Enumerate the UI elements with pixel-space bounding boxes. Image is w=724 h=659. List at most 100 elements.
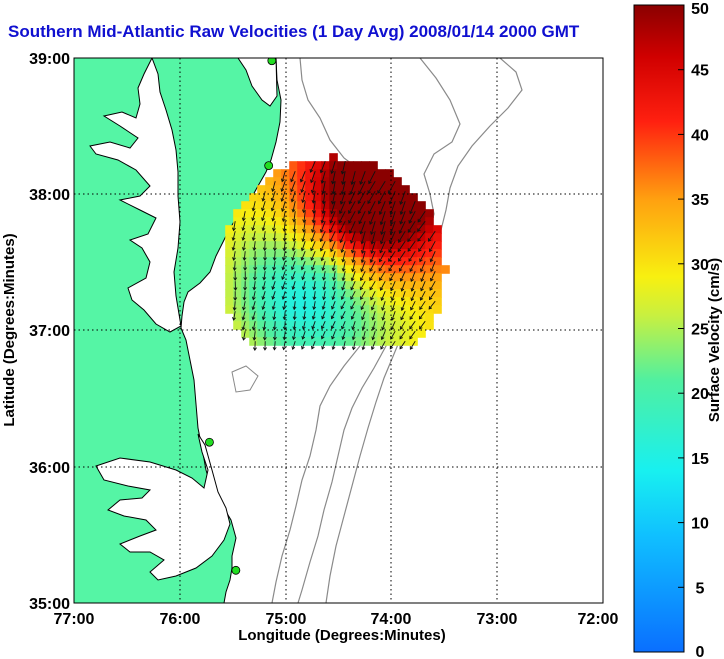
velocity-arrow — [399, 340, 406, 350]
velocity-arrow-head — [300, 247, 305, 252]
velocity-arrow — [234, 261, 236, 271]
velocity-arrow-head — [311, 325, 316, 330]
velocity-cell — [329, 273, 338, 282]
velocity-arrow-head — [359, 180, 364, 185]
velocity-cell — [305, 161, 314, 170]
velocity-arrow-head — [321, 210, 326, 215]
velocity-arrow — [388, 260, 396, 271]
velocity-arrow-head — [380, 345, 384, 350]
velocity-arrow — [360, 300, 366, 310]
velocity-arrow-head — [261, 296, 266, 301]
velocity-arrow-head — [391, 316, 395, 321]
colorbar-tick-label: 20 — [691, 386, 709, 403]
velocity-cell — [361, 241, 370, 250]
velocity-cell — [353, 265, 362, 274]
velocity-cell — [409, 337, 418, 346]
velocity-arrow-head — [429, 287, 434, 291]
velocity-arrow — [291, 271, 296, 280]
velocity-arrow — [391, 301, 396, 311]
velocity-arrow-head — [291, 256, 296, 261]
velocity-arrow-head — [378, 258, 383, 263]
velocity-arrow-head — [280, 178, 285, 183]
velocity-arrow-head — [359, 230, 364, 235]
velocity-arrow — [360, 290, 366, 300]
velocity-cell — [353, 257, 362, 266]
velocity-cell — [297, 161, 306, 170]
velocity-cell — [369, 169, 378, 178]
velocity-cell — [273, 233, 282, 242]
velocity-cell — [305, 289, 314, 298]
velocity-arrow — [273, 261, 276, 270]
velocity-arrow — [409, 340, 416, 350]
x-tick-label: 72:00 — [578, 611, 619, 628]
velocity-cell — [297, 201, 306, 210]
velocity-cell — [281, 265, 290, 274]
velocity-arrow — [283, 221, 286, 232]
velocity-arrow — [350, 231, 356, 244]
velocity-arrow-head — [290, 178, 294, 183]
velocity-arrow — [378, 260, 386, 272]
isobath-island — [231, 365, 259, 393]
velocity-arrow — [322, 301, 326, 310]
velocity-arrow — [429, 290, 436, 300]
velocity-arrow-head — [331, 286, 336, 291]
radar-stations — [205, 58, 277, 575]
velocity-arrow-head — [370, 296, 374, 301]
velocity-arrow — [360, 221, 366, 234]
velocity-arrow — [342, 251, 346, 262]
velocity-arrow — [381, 321, 386, 330]
velocity-cell — [353, 321, 362, 330]
velocity-arrow-head — [281, 286, 286, 290]
velocity-arrow-head — [241, 337, 246, 341]
velocity-arrow — [329, 211, 336, 224]
colorbar-tick-label: 25 — [691, 322, 709, 339]
velocity-arrow-head — [251, 227, 256, 232]
velocity-cell — [233, 257, 242, 266]
velocity-arrow-head — [349, 191, 354, 195]
velocity-arrow — [351, 311, 356, 320]
velocity-arrow — [397, 240, 406, 252]
velocity-arrow-head — [311, 335, 315, 340]
velocity-arrow — [351, 241, 356, 253]
velocity-arrow-head — [400, 287, 405, 292]
velocity-arrow-head — [377, 190, 381, 194]
velocity-arrow-head — [360, 296, 364, 301]
velocity-arrow — [311, 181, 316, 193]
velocity-cell — [377, 233, 386, 242]
velocity-cell — [305, 249, 314, 258]
velocity-cell — [337, 225, 346, 234]
velocity-arrow — [332, 171, 336, 184]
velocity-cell — [297, 273, 306, 282]
velocity-cell — [433, 297, 442, 306]
velocity-arrow-head — [338, 219, 343, 224]
velocity-arrow-head — [272, 326, 277, 331]
velocity-arrow — [419, 250, 426, 262]
velocity-arrow — [342, 171, 346, 185]
velocity-arrow — [340, 191, 346, 205]
velocity-arrow-head — [350, 305, 354, 310]
velocity-arrow — [283, 311, 286, 320]
velocity-arrow — [232, 231, 236, 241]
velocity-arrow — [389, 191, 396, 205]
velocity-arrow-head — [311, 276, 316, 281]
velocity-arrow-head — [351, 268, 356, 273]
velocity-arrow — [262, 281, 266, 290]
velocity-cell — [313, 321, 322, 330]
velocity-arrow — [362, 321, 366, 330]
colorbar-label: Surface Velocity (cm/s) — [706, 258, 723, 422]
velocity-arrow-head — [331, 346, 336, 351]
velocity-arrow-head — [399, 335, 403, 340]
velocity-cell — [393, 313, 402, 322]
y-tick-label: 39:00 — [29, 51, 70, 68]
x-tick-labels: 77:00 76:00 75:00 74:00 73:00 72:00 — [54, 611, 619, 628]
delaware-bay — [237, 58, 278, 107]
velocity-arrow — [262, 191, 266, 202]
velocity-cell — [417, 225, 426, 234]
velocity-cell — [313, 257, 322, 266]
velocity-arrow-head — [429, 277, 434, 282]
velocity-arrow-head — [299, 178, 304, 183]
y-tick-label: 37:00 — [29, 323, 70, 340]
velocity-arrow — [367, 180, 376, 194]
velocity-arrow-head — [341, 268, 346, 272]
